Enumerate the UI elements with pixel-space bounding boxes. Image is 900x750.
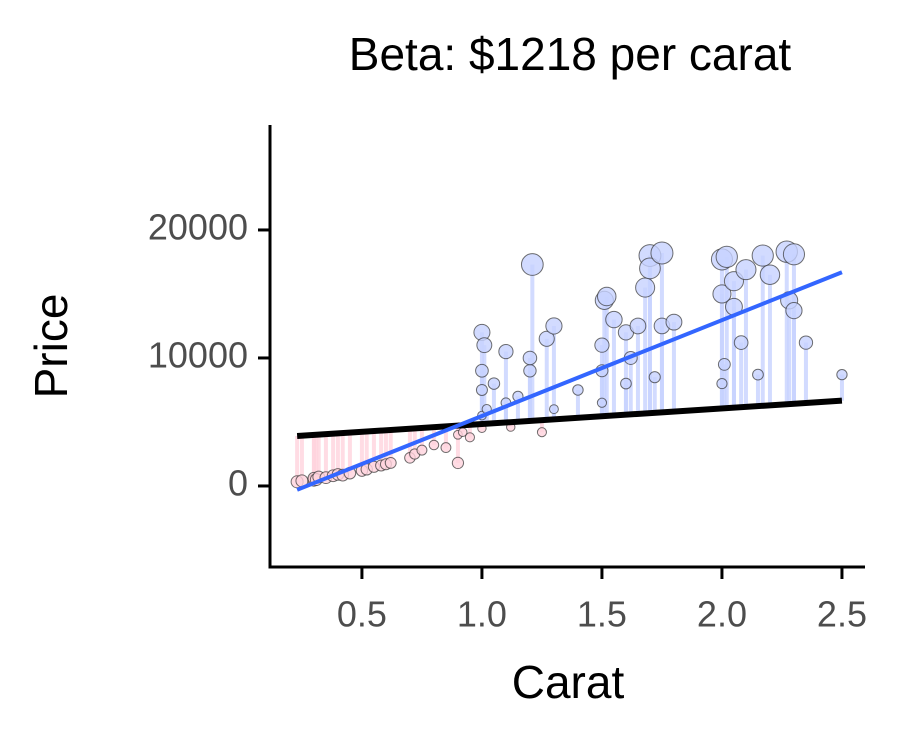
data-point bbox=[594, 337, 610, 353]
y-tick-label: 10000 bbox=[148, 334, 248, 375]
data-point bbox=[733, 335, 749, 350]
data-point bbox=[648, 371, 661, 384]
data-point bbox=[545, 317, 563, 335]
ols-line bbox=[296, 270, 843, 492]
data-point bbox=[836, 368, 848, 381]
x-tick-label: 2.5 bbox=[817, 594, 867, 635]
data-point bbox=[475, 363, 489, 378]
data-point bbox=[665, 313, 683, 331]
y-axis-title: Price bbox=[25, 294, 77, 399]
x-axis-title: Carat bbox=[512, 656, 625, 708]
x-tick-label: 1.5 bbox=[577, 594, 627, 635]
y-tick-label: 20000 bbox=[148, 206, 248, 247]
data-point bbox=[596, 286, 617, 307]
data-point bbox=[751, 244, 774, 267]
data-point bbox=[650, 241, 674, 265]
data-point bbox=[440, 442, 452, 454]
data-point bbox=[536, 427, 547, 438]
chart-title: Beta: $1218 per carat bbox=[349, 28, 792, 80]
data-point bbox=[464, 432, 475, 443]
data-point bbox=[629, 317, 647, 335]
data-point bbox=[620, 377, 632, 390]
data-point bbox=[635, 277, 656, 298]
x-tick-label: 0.5 bbox=[337, 594, 387, 635]
data-point bbox=[487, 377, 501, 390]
data-point bbox=[759, 264, 781, 286]
data-point bbox=[523, 364, 537, 378]
data-point bbox=[498, 343, 514, 360]
data-point bbox=[572, 384, 584, 396]
data-point bbox=[605, 310, 623, 329]
data-point bbox=[596, 397, 608, 408]
x-tick-label: 2.0 bbox=[697, 594, 747, 635]
data-point bbox=[782, 243, 806, 266]
data-point bbox=[384, 456, 397, 469]
data-point bbox=[735, 259, 757, 281]
data-point bbox=[639, 257, 661, 280]
data-point bbox=[785, 302, 803, 320]
beta-line bbox=[296, 397, 843, 440]
y-tick-label: 0 bbox=[228, 462, 248, 503]
data-point bbox=[416, 444, 428, 456]
data-point bbox=[717, 357, 731, 371]
data-point bbox=[538, 330, 555, 347]
data-point bbox=[476, 337, 493, 354]
data-point bbox=[522, 350, 538, 366]
data-point bbox=[520, 253, 544, 276]
data-point bbox=[715, 245, 738, 268]
data-point bbox=[451, 456, 465, 470]
data-point bbox=[428, 439, 440, 451]
data-point bbox=[716, 377, 728, 390]
x-tick-label: 1.0 bbox=[457, 594, 507, 635]
data-point bbox=[548, 404, 559, 415]
data-point bbox=[798, 335, 814, 350]
data-point bbox=[475, 383, 488, 396]
data-point bbox=[752, 368, 764, 381]
data-point bbox=[712, 284, 732, 304]
